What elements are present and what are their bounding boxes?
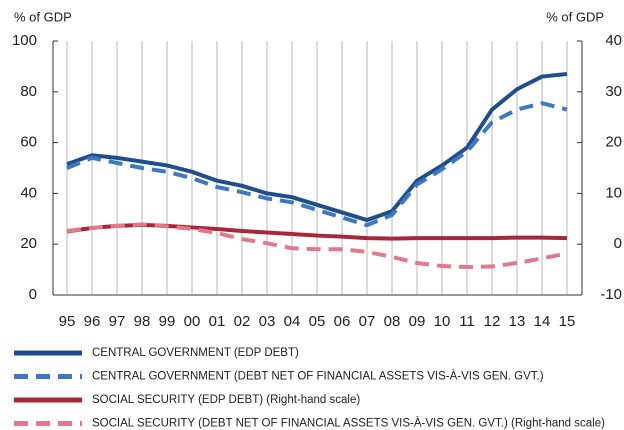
x-tick-label: 07 — [359, 313, 376, 330]
series-line — [66, 222, 568, 241]
x-tick-label: 15 — [559, 313, 576, 330]
x-tick-label: 14 — [534, 313, 551, 330]
y-tick-label: 80 — [20, 83, 37, 100]
y-tick-label: 40 — [20, 184, 37, 201]
x-tick-label: 98 — [134, 313, 151, 330]
y-tick-label: 20 — [20, 235, 37, 252]
legend-label: SOCIAL SECURITY (EDP DEBT) (Right-hand s… — [92, 394, 360, 406]
y2-axis-label: % of GDP — [546, 9, 604, 24]
x-tick-label: 95 — [59, 313, 76, 330]
x-tick-label: 13 — [509, 313, 526, 330]
y-axis-label: % of GDP — [14, 9, 72, 24]
series-line — [66, 101, 568, 228]
y2-tick-label: 20 — [605, 134, 622, 151]
x-tick-label: 08 — [384, 313, 401, 330]
x-tick-label: 04 — [284, 313, 301, 330]
legend-label: CENTRAL GOVERNMENT (EDP DEBT) — [92, 347, 299, 359]
x-tick-label: 10 — [434, 313, 451, 330]
x-tick-label: 01 — [209, 313, 226, 330]
y-tick-label: 0 — [29, 286, 37, 303]
y2-tick-label: 30 — [605, 83, 622, 100]
x-tick-label: 00 — [184, 313, 201, 330]
y-tick-label: 100 — [12, 32, 37, 49]
x-tick-label: 05 — [309, 313, 326, 330]
x-tick-label: 97 — [109, 313, 126, 330]
x-tick-label: 02 — [234, 313, 251, 330]
x-tick-label: 06 — [334, 313, 351, 330]
x-tick-label: 11 — [459, 313, 475, 330]
x-tick-label: 12 — [484, 313, 501, 330]
legend-label: SOCIAL SECURITY (DEBT NET OF FINANCIAL A… — [92, 417, 605, 430]
y2-tick-label: 10 — [605, 184, 622, 201]
series-line — [66, 72, 568, 223]
series-line — [66, 222, 568, 270]
x-tick-label: 96 — [84, 313, 101, 330]
y2-tick-label: 40 — [605, 32, 622, 49]
y2-tick-label: -10 — [600, 286, 622, 303]
y-tick-label: 60 — [20, 134, 37, 151]
x-tick-label: 99 — [159, 313, 176, 330]
x-tick-label: 09 — [409, 313, 426, 330]
legend-label: CENTRAL GOVERNMENT (DEBT NET OF FINANCIA… — [92, 370, 544, 383]
x-tick-label: 03 — [259, 313, 276, 330]
y2-tick-label: 0 — [614, 235, 622, 252]
